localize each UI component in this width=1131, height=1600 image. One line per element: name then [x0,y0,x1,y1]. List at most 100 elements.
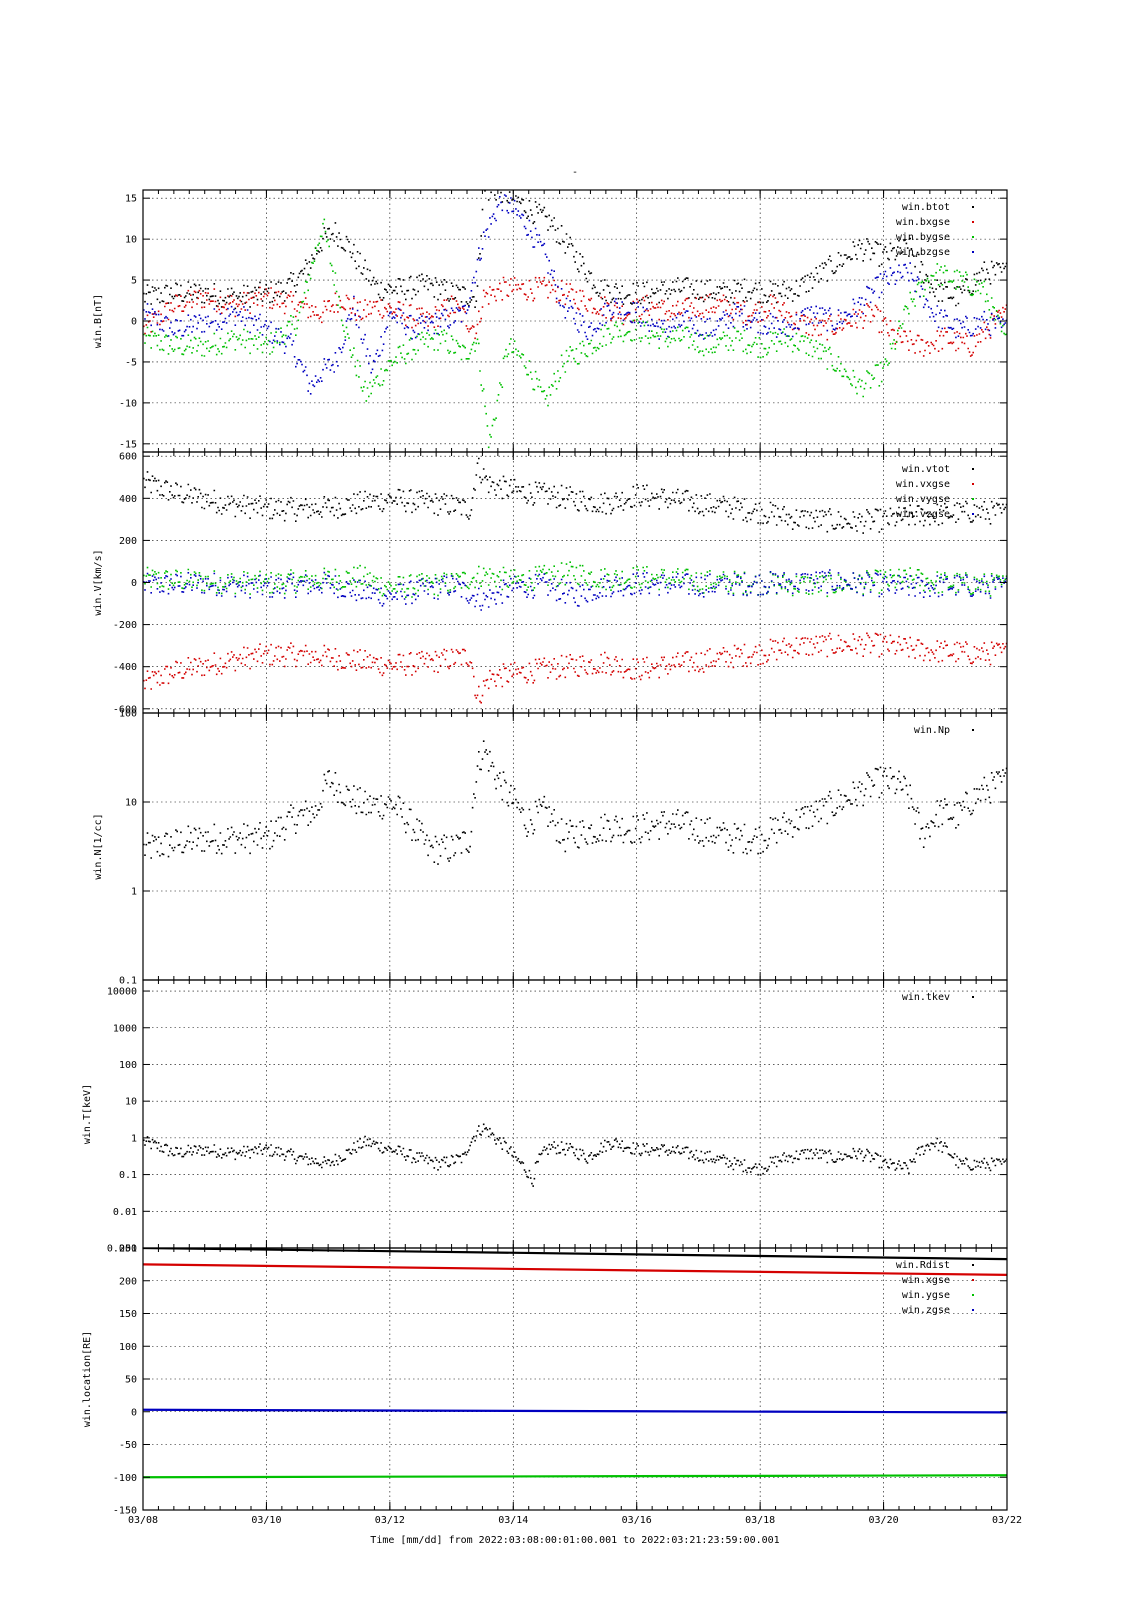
legend-marker [972,251,974,253]
series-points [143,1123,1007,1187]
y-tick-label: 200 [119,536,137,547]
plot-area [143,1248,1007,1479]
y-tick-label: 0.01 [113,1207,137,1218]
series-points [143,276,1007,357]
legend-label: win.tkev [902,992,950,1003]
y-tick-label: 100 [119,1342,137,1353]
y-axis-label: win.location[RE] [82,1331,93,1427]
x-tick-label: 03/10 [251,1515,281,1526]
legend-marker [972,498,974,500]
legend-marker [972,1309,974,1311]
x-tick-label: 03/16 [622,1515,652,1526]
y-tick-label: -400 [113,662,137,673]
y-tick-label: 10 [125,798,137,809]
y-axis-label: win.B[nT] [93,294,104,348]
series-line [143,1474,1007,1479]
series-points [143,218,1007,449]
y-axis-label: win.T[keV] [82,1084,93,1144]
legend-label: win.Rdist [896,1260,950,1271]
legend-label: win.ygse [902,1290,950,1301]
y-tick-label: -50 [119,1440,137,1451]
y-tick-label: 10000 [107,987,137,998]
series-points [143,457,1007,534]
y-tick-label: -150 [113,1506,137,1517]
y-tick-label: 250 [119,1244,137,1255]
panel-1: -15 -10 -5 0 5 10 15 win.B[nT] win.btot win.bxgse… [93,189,1008,453]
y-tick-label: 1 [131,887,137,898]
legend-marker [972,513,974,515]
series-points [143,561,1007,598]
legend-label: win.bygse [896,232,950,243]
series-line [143,1263,1007,1276]
y-tick-label: 1000 [113,1023,137,1034]
legend-label: win.bxgse [896,217,950,228]
plot-area [143,457,1007,704]
x-tick-label: 03/20 [869,1515,899,1526]
y-tick-label: -5 [125,357,137,368]
y-tick-label: 0.1 [119,976,137,987]
figure-title: - [572,167,578,178]
legend-label: win.btot [902,202,950,213]
y-tick-label: 5 [131,276,137,287]
legend-label: win.vygse [896,494,950,505]
x-tick-label: 03/14 [498,1515,528,1526]
y-tick-label: 0.1 [119,1170,137,1181]
legend-label: win.vxgse [896,479,950,490]
legend-marker [972,483,974,485]
y-tick-label: 0 [131,578,137,589]
legend-marker [972,236,974,238]
x-tick-labels: 03/08 03/10 03/12 03/14 03/16 03/18 03/20 03/22 [128,1515,1022,1526]
legend-marker [972,996,974,998]
legend-marker [972,206,974,208]
y-tick-label: 15 [125,194,137,205]
y-tick-label: 150 [119,1309,137,1320]
legend-marker [972,221,974,223]
y-tick-label: -15 [119,439,137,450]
panel-4: 0.001 0.01 0.1 1 10 100 1000 10000 win.T[keV] win… [82,979,1008,1255]
y-tick-label: 600 [119,452,137,463]
panels: -15-10-5051015win.B[nT]win.btotwin.bxgse… [82,189,1022,1526]
plot-area [143,740,1007,865]
y-tick-label: -10 [119,398,137,409]
legend-marker [972,1264,974,1266]
legend-marker [972,1279,974,1281]
series-line [143,1248,1007,1261]
panel-3: 0.1 1 10 100 win.N[1/cc] win.Np [93,709,1008,987]
y-tick-label: 0 [131,1407,137,1418]
y-tick-label: 0 [131,317,137,328]
x-axis-label: Time [mm/dd] from 2022:03:08:00:01:00.00… [370,1535,779,1546]
y-tick-label: 10 [125,235,137,246]
legend-label: win.vtot [902,464,950,475]
y-tick-label: 400 [119,494,137,505]
plot-area [143,1123,1007,1187]
panel-5: -150 -100 -50 0 50 100 150 200 250 win.location[R… [82,1244,1008,1517]
series-line [143,1408,1007,1414]
y-axis-label: win.V[km/s] [93,549,104,615]
y-tick-label: -200 [113,620,137,631]
y-tick-label: -600 [113,704,137,715]
panel-frame [142,979,1008,1249]
y-tick-label: 50 [125,1375,137,1386]
y-tick-label: 10 [125,1097,137,1108]
legend-label: win.bzgse [896,247,950,258]
x-tick-label: 03/12 [375,1515,405,1526]
legend-label: win.Np [914,725,950,736]
legend-label: win.vzgse [896,509,950,520]
legend-label: win.xgse [902,1275,950,1286]
y-tick-label: 200 [119,1276,137,1287]
legend-marker [972,1294,974,1296]
y-tick-label: 100 [119,1060,137,1071]
legend-marker [972,468,974,470]
series-points [143,569,1007,611]
x-tick-label: 03/08 [128,1515,158,1526]
x-tick-label: 03/22 [992,1515,1022,1526]
series-points [143,740,1007,865]
series-points [143,632,1007,704]
plot-area [143,190,1007,449]
y-tick-label: 100 [119,709,137,720]
legend-marker [972,729,974,731]
x-tick-label: 03/18 [745,1515,775,1526]
y-axis-label: win.N[1/cc] [93,813,104,879]
y-tick-label: 0.001 [107,1244,137,1255]
y-tick-label: 1 [131,1133,137,1144]
